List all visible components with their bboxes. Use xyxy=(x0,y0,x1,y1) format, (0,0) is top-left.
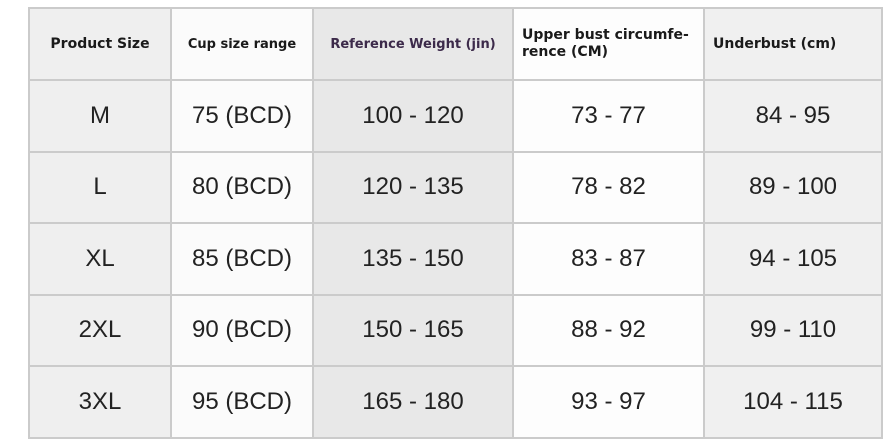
header-underbust: Underbust (cm) xyxy=(703,7,883,81)
cell-size: 2XL xyxy=(28,293,172,367)
cell-upper-bust: 83 - 87 xyxy=(512,222,705,296)
cell-underbust: 89 - 100 xyxy=(703,150,883,224)
cell-reference-weight: 120 - 135 xyxy=(312,150,514,224)
table-row: 3XL 95 (BCD) 165 - 180 93 - 97 104 - 115 xyxy=(28,365,883,439)
cell-size: XL xyxy=(28,222,172,296)
header-product-size: Product Size xyxy=(28,7,172,81)
cell-cup-size: 80 (BCD) xyxy=(170,150,314,224)
table-row: M 75 (BCD) 100 - 120 73 - 77 84 - 95 xyxy=(28,79,883,153)
cell-size: L xyxy=(28,150,172,224)
cell-upper-bust: 93 - 97 xyxy=(512,365,705,439)
cell-upper-bust: 88 - 92 xyxy=(512,293,705,367)
cell-reference-weight: 150 - 165 xyxy=(312,293,514,367)
cell-underbust: 99 - 110 xyxy=(703,293,883,367)
cell-underbust: 84 - 95 xyxy=(703,79,883,153)
header-reference-weight: Reference Weight (jin) xyxy=(312,7,514,81)
cell-reference-weight: 135 - 150 xyxy=(312,222,514,296)
table-row: L 80 (BCD) 120 - 135 78 - 82 89 - 100 xyxy=(28,150,883,224)
table-row: 2XL 90 (BCD) 150 - 165 88 - 92 99 - 110 xyxy=(28,293,883,367)
cell-size: 3XL xyxy=(28,365,172,439)
header-row: Product Size Cup size range Reference We… xyxy=(28,7,883,81)
cell-cup-size: 75 (BCD) xyxy=(170,79,314,153)
size-chart-table: Product Size Cup size range Reference We… xyxy=(28,7,883,439)
cell-cup-size: 85 (BCD) xyxy=(170,222,314,296)
header-cup-size: Cup size range xyxy=(170,7,314,81)
cell-underbust: 104 - 115 xyxy=(703,365,883,439)
cell-upper-bust: 78 - 82 xyxy=(512,150,705,224)
cell-cup-size: 90 (BCD) xyxy=(170,293,314,367)
cell-reference-weight: 100 - 120 xyxy=(312,79,514,153)
cell-cup-size: 95 (BCD) xyxy=(170,365,314,439)
table-row: XL 85 (BCD) 135 - 150 83 - 87 94 - 105 xyxy=(28,222,883,296)
header-upper-bust: Upper bust circumfe- rence (CM) xyxy=(512,7,705,81)
cell-reference-weight: 165 - 180 xyxy=(312,365,514,439)
cell-upper-bust: 73 - 77 xyxy=(512,79,705,153)
cell-underbust: 94 - 105 xyxy=(703,222,883,296)
cell-size: M xyxy=(28,79,172,153)
